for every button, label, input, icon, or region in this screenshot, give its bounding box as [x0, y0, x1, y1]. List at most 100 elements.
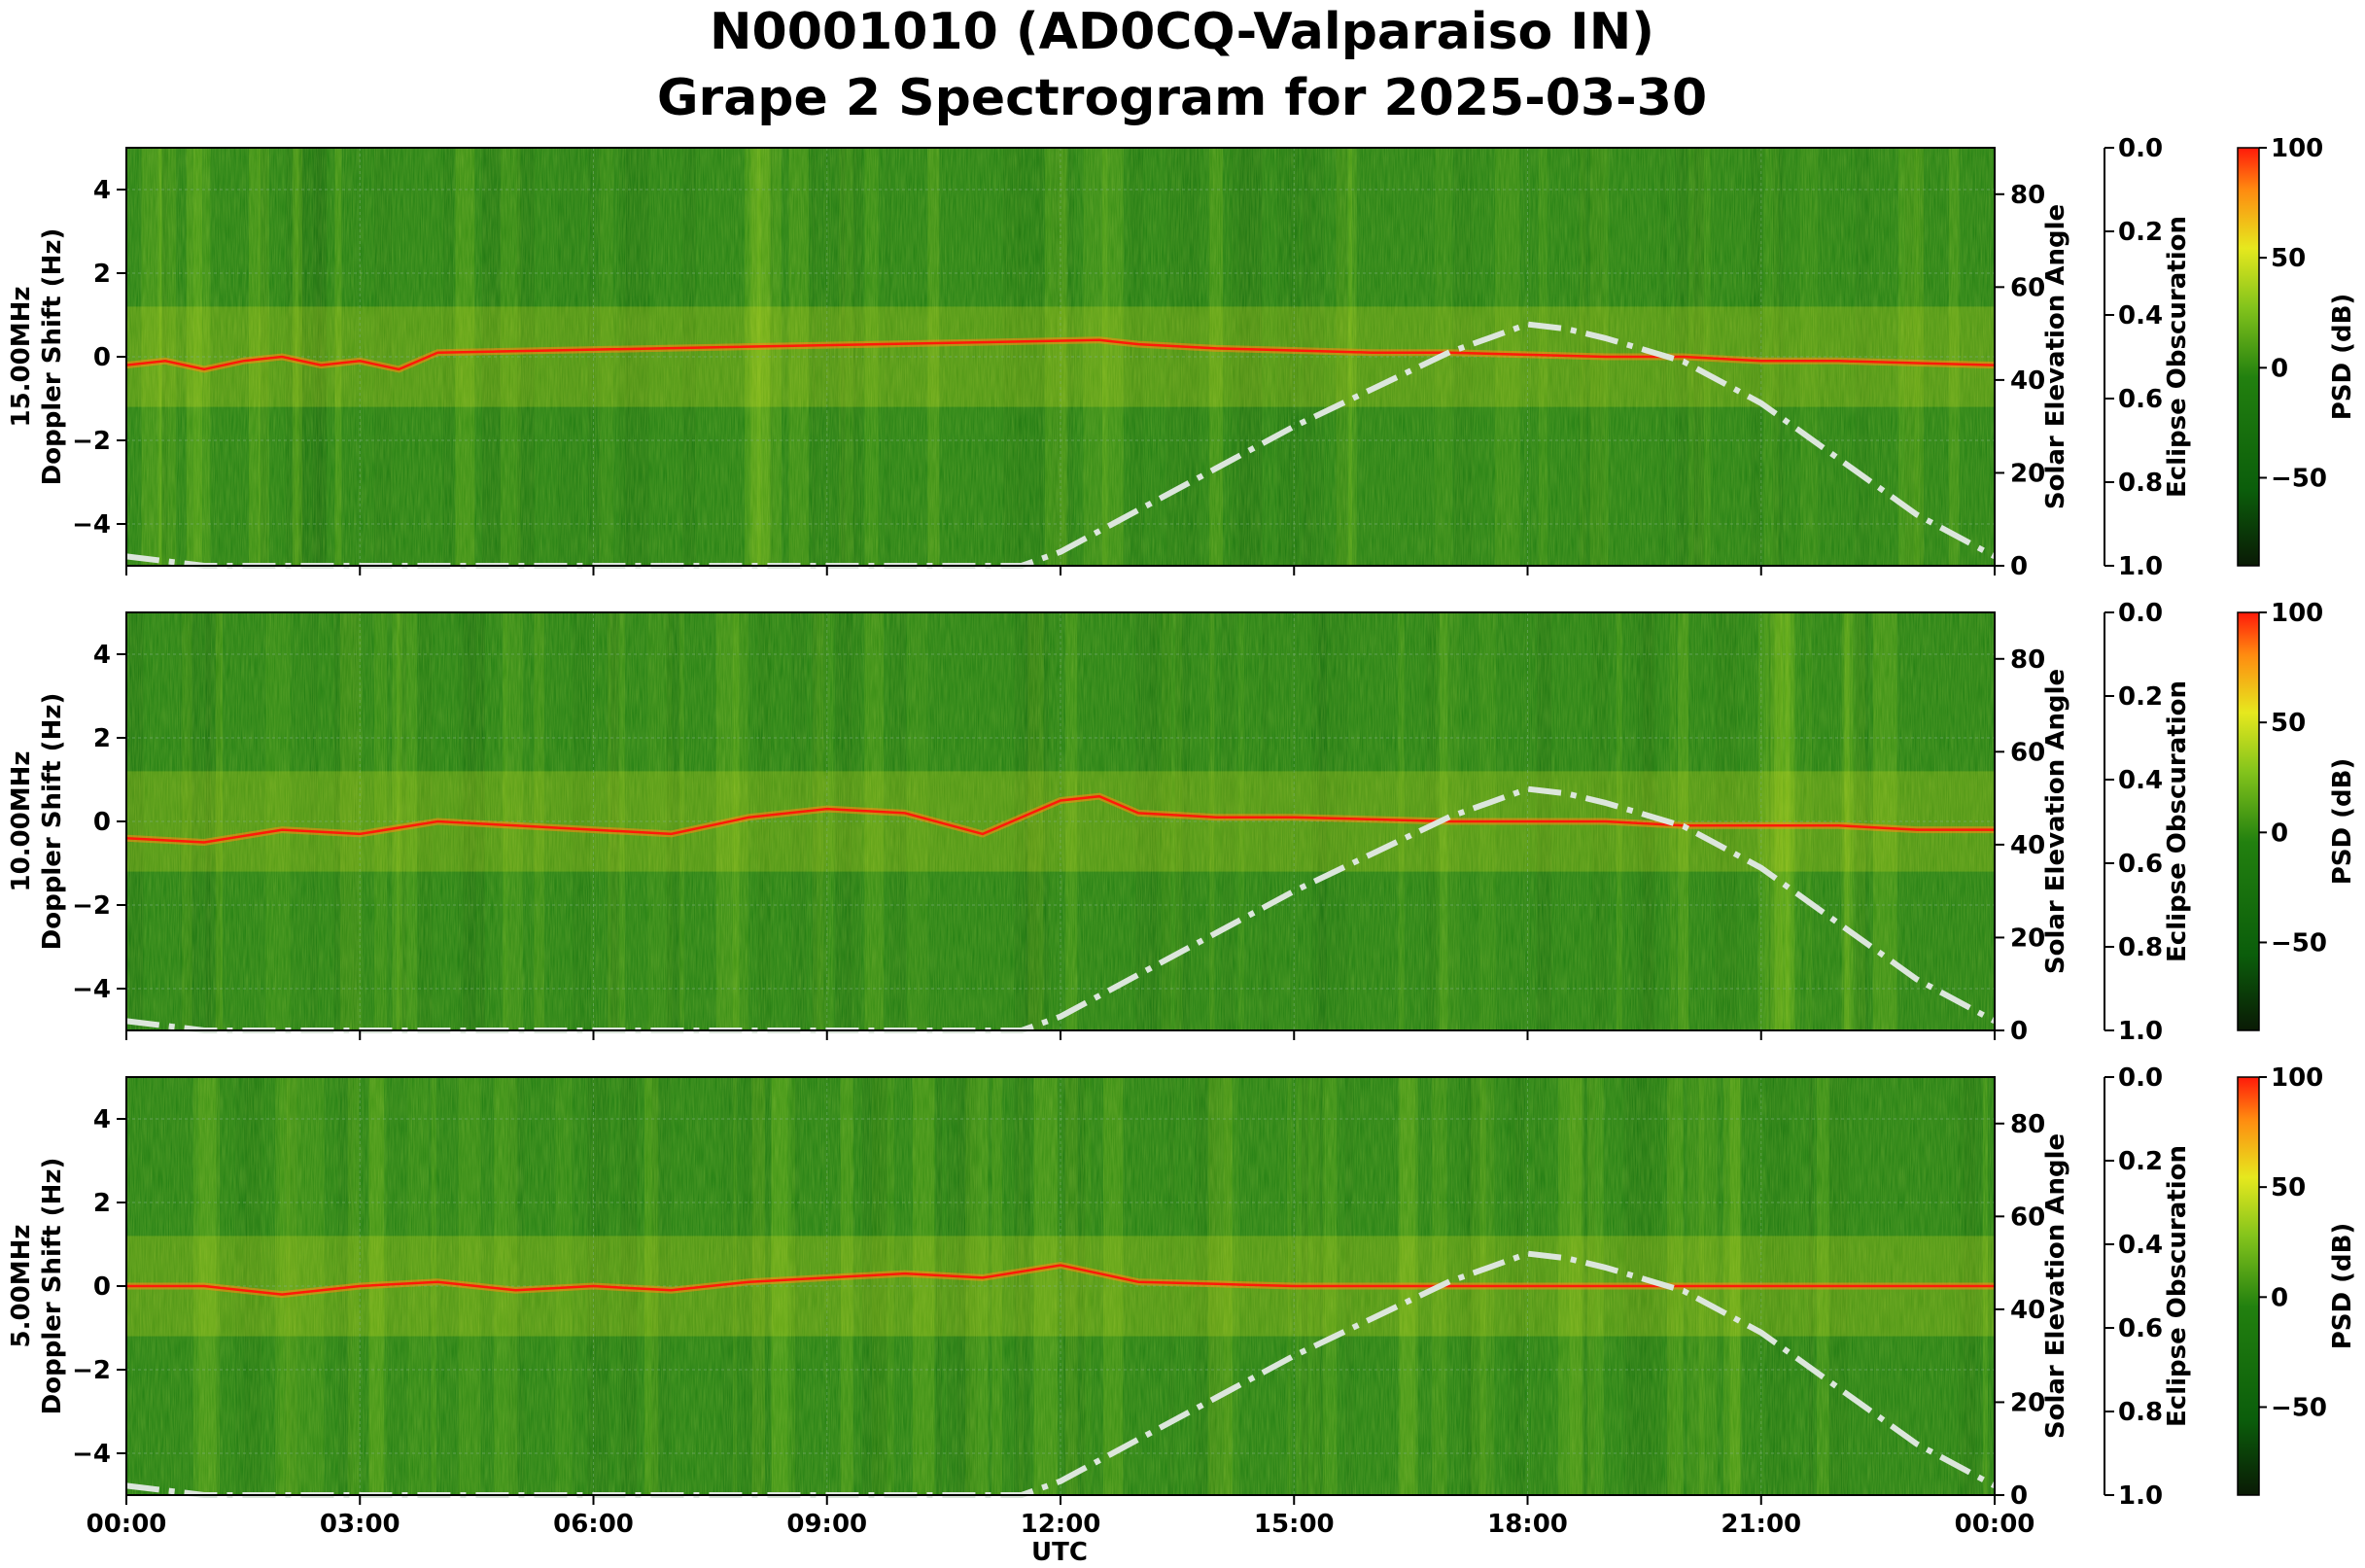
eclipse-axis-label: Eclipse Obscuration: [2163, 680, 2192, 962]
eclipse-tick-label: 0.2: [2118, 218, 2163, 247]
elevation-axis-label: Solar Elevation Angle: [2041, 669, 2070, 974]
x-tick-label: 12:00: [1021, 1510, 1101, 1539]
doppler-tick-label: 4: [93, 176, 111, 205]
carrier-trace: [125, 338, 1996, 371]
eclipse-tick-label: 0.8: [2118, 1398, 2163, 1427]
colorbar-tick-label: 0: [2271, 354, 2288, 383]
doppler-tick-label: −4: [72, 510, 111, 540]
doppler-tick-label: 0: [93, 808, 111, 837]
eclipse-tick-label: 0.0: [2118, 1063, 2163, 1093]
elevation-tick-label: 60: [2010, 1202, 2045, 1232]
elevation-tick-label: 60: [2010, 273, 2045, 302]
elevation-tick-label: 20: [2010, 459, 2045, 488]
x-tick-label: 03:00: [320, 1510, 400, 1539]
eclipse-tick-label: 1.0: [2118, 1017, 2163, 1046]
elevation-tick-label: 60: [2010, 738, 2045, 767]
doppler-tick-label: −4: [72, 975, 111, 1004]
eclipse-tick-label: 0.6: [2118, 850, 2163, 879]
psd-colorbar: [2237, 1076, 2260, 1496]
elevation-tick-label: 80: [2010, 181, 2045, 210]
elevation-tick-label: 0: [2010, 1481, 2028, 1511]
x-tick-label: 00:00: [1955, 1510, 2035, 1539]
doppler-tick-label: −2: [72, 891, 111, 921]
elevation-tick-label: 20: [2010, 1388, 2045, 1417]
elevation-tick-label: 20: [2010, 923, 2045, 953]
colorbar-tick-label: −50: [2271, 1393, 2327, 1422]
solar-elevation-curve: [125, 321, 1997, 569]
frequency-label: 5.00MHz: [7, 1225, 36, 1348]
colorbar-tick-label: 100: [2271, 134, 2323, 163]
x-axis-label: UTC: [1031, 1538, 1088, 1567]
elevation-tick-label: 40: [2010, 366, 2045, 396]
solar-elevation-curve: [125, 1250, 1997, 1498]
doppler-axis-label: Doppler Shift (Hz): [38, 1158, 67, 1415]
colorbar-tick-label: 100: [2271, 1063, 2323, 1093]
frequency-label: 15.00MHz: [7, 286, 36, 427]
eclipse-tick-label: 0.4: [2118, 1231, 2163, 1260]
x-tick-label: 09:00: [786, 1510, 867, 1539]
doppler-tick-label: 4: [93, 641, 111, 670]
doppler-tick-label: −4: [72, 1440, 111, 1469]
solar-elevation-curve: [125, 785, 1997, 1033]
colorbar-label: PSD (dB): [2328, 758, 2357, 886]
x-tick-label: 21:00: [1721, 1510, 1801, 1539]
doppler-tick-label: 2: [93, 724, 111, 753]
eclipse-tick-label: 0.6: [2118, 385, 2163, 414]
x-tick-label: 18:00: [1487, 1510, 1568, 1539]
eclipse-axis-label: Eclipse Obscuration: [2163, 1145, 2192, 1427]
elevation-axis-label: Solar Elevation Angle: [2041, 204, 2070, 509]
eclipse-tick-label: 0.6: [2118, 1314, 2163, 1343]
eclipse-axis-label: Eclipse Obscuration: [2163, 216, 2192, 498]
doppler-tick-label: 2: [93, 1189, 111, 1218]
panel-3: 420−2−45.00MHz Doppler Shift (Hz)80604020…: [7, 1063, 2357, 1539]
eclipse-tick-label: 1.0: [2118, 1481, 2163, 1511]
eclipse-tick-label: 0.2: [2118, 1147, 2163, 1176]
x-tick-label: 00:00: [87, 1510, 167, 1539]
panels: 420−2−415.00MHz Doppler Shift (Hz)8060402…: [7, 134, 2357, 1539]
psd-colorbar: [2237, 611, 2260, 1031]
colorbar-label: PSD (dB): [2328, 1223, 2357, 1350]
elevation-tick-label: 40: [2010, 831, 2045, 860]
doppler-tick-label: −2: [72, 1356, 111, 1385]
colorbar-tick-label: 0: [2271, 819, 2288, 848]
colorbar-tick-label: −50: [2271, 928, 2327, 958]
colorbar-tick-label: 100: [2271, 599, 2323, 628]
carrier-trace: [126, 1264, 1995, 1296]
eclipse-tick-label: 0.8: [2118, 469, 2163, 498]
eclipse-tick-label: 1.0: [2118, 552, 2163, 581]
doppler-tick-label: 0: [93, 343, 111, 372]
elevation-axis-label: Solar Elevation Angle: [2041, 1133, 2070, 1439]
panel-2: 420−2−410.00MHz Doppler Shift (Hz)8060402…: [7, 599, 2357, 1046]
doppler-tick-label: −2: [72, 427, 111, 456]
doppler-tick-label: 0: [93, 1272, 111, 1302]
doppler-axis-label: Doppler Shift (Hz): [38, 228, 67, 486]
elevation-tick-label: 40: [2010, 1296, 2045, 1325]
elevation-tick-label: 80: [2010, 1110, 2045, 1139]
elevation-tick-label: 80: [2010, 645, 2045, 675]
eclipse-tick-label: 0.0: [2118, 134, 2163, 163]
psd-colorbar: [2237, 147, 2260, 567]
frequency-label: 10.00MHz: [7, 750, 36, 891]
panel-1: 420−2−415.00MHz Doppler Shift (Hz)8060402…: [7, 134, 2357, 581]
elevation-tick-label: 0: [2010, 552, 2028, 581]
colorbar-tick-label: 50: [2271, 1173, 2306, 1202]
eclipse-tick-label: 0.8: [2118, 933, 2163, 962]
colorbar-label: PSD (dB): [2328, 294, 2357, 421]
colorbar-tick-label: 50: [2271, 244, 2306, 273]
doppler-axis-label: Doppler Shift (Hz): [38, 693, 67, 951]
elevation-tick-label: 0: [2010, 1017, 2028, 1046]
eclipse-tick-label: 0.4: [2118, 766, 2163, 795]
doppler-tick-label: 4: [93, 1105, 111, 1134]
figure-title-line2: Grape 2 Spectrogram for 2025-03-30: [657, 69, 1707, 127]
doppler-tick-label: 2: [93, 260, 111, 289]
x-tick-label: 06:00: [553, 1510, 634, 1539]
eclipse-tick-label: 0.2: [2118, 682, 2163, 712]
colorbar-tick-label: −50: [2271, 464, 2327, 493]
colorbar-tick-label: 50: [2271, 709, 2306, 738]
eclipse-tick-label: 0.0: [2118, 599, 2163, 628]
eclipse-tick-label: 0.4: [2118, 301, 2163, 331]
colorbar-tick-label: 0: [2271, 1283, 2288, 1312]
x-tick-label: 15:00: [1254, 1510, 1335, 1539]
figure-title-line1: N0001010 (AD0CQ-Valparaiso IN): [710, 3, 1654, 61]
